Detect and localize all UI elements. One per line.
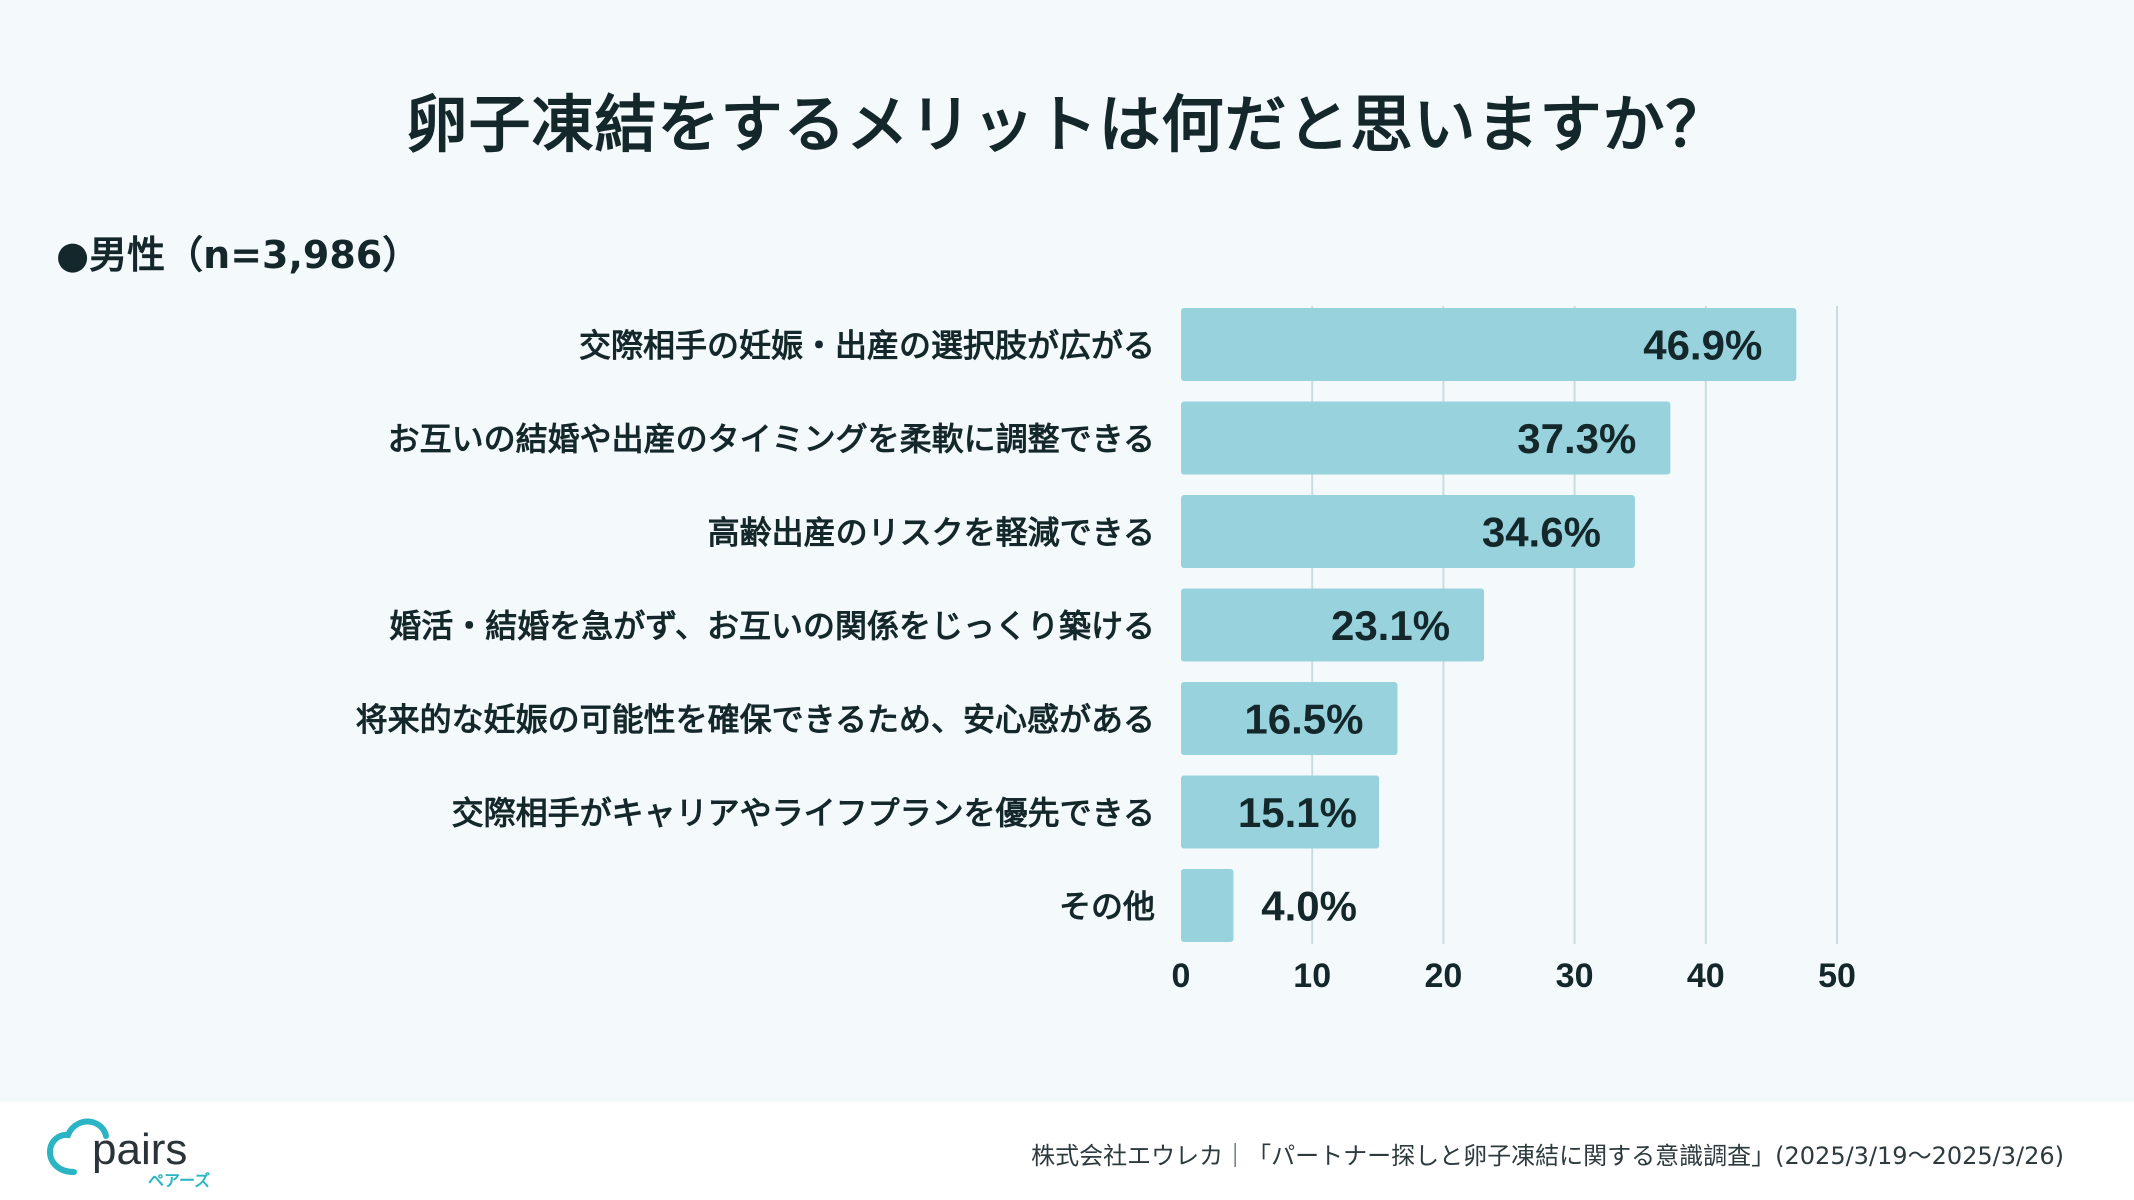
category-label: 婚活・結婚を急がず、お互いの関係をじっくり築ける [389, 607, 1155, 645]
bar [1181, 588, 1485, 662]
bar [1181, 495, 1635, 568]
logo-subtext: ペアーズ [148, 1171, 210, 1190]
cloud-icon [46, 1118, 109, 1175]
category-label: お互いの結婚や出産のタイミングを柔軟に調整できる [388, 420, 1155, 458]
category-label: その他 [1059, 888, 1155, 926]
category-label: 交際相手の妊娠・出産の選択肢が広がる [579, 327, 1155, 365]
category-label: 交際相手がキャリアやライフプランを優先できる [452, 794, 1155, 832]
x-tick-label: 10 [1293, 957, 1331, 995]
category-labels: 交際相手の妊娠・出産の選択肢が広がるお互いの結婚や出産のタイミングを柔軟に調整で… [356, 327, 1155, 926]
bar [1181, 308, 1797, 381]
x-tick-label: 50 [1818, 957, 1856, 995]
bar [1181, 682, 1398, 755]
x-tick-label: 30 [1556, 957, 1594, 995]
bar [1181, 401, 1671, 475]
bar [1181, 869, 1234, 942]
chart-panel [0, 0, 2134, 1102]
bar-chart: 交際相手の妊娠・出産の選択肢が広がるお互いの結婚や出産のタイミングを柔軟に調整で… [356, 306, 1856, 995]
value-label: 23.1% [1331, 602, 1450, 649]
logo-text: pairs [92, 1125, 187, 1174]
value-label: 16.5% [1244, 696, 1363, 743]
bars [1181, 308, 1797, 942]
value-label: 4.0% [1261, 883, 1357, 930]
x-tick-label: 0 [1172, 957, 1191, 995]
source-citation: 株式会社エウレカ｜「パートナー探しと卵子凍結に関する意識調査」(2025/3/1… [1031, 1142, 2064, 1170]
pairs-logo: pairs ペアーズ [46, 1118, 210, 1190]
x-axis: 0 10 20 30 40 50 [1172, 957, 1856, 995]
x-tick-label: 20 [1424, 957, 1462, 995]
category-label: 高齢出産のリスクを軽減できる [708, 514, 1155, 552]
value-label: 34.6% [1482, 509, 1601, 556]
value-label: 46.9% [1643, 322, 1762, 369]
bar [1181, 775, 1380, 849]
category-label: 将来的な妊娠の可能性を確保できるため、安心感がある [356, 701, 1155, 739]
value-label: 37.3% [1517, 415, 1636, 462]
segment-label: ●男性（n=3,986） [56, 233, 421, 277]
x-tick-label: 40 [1687, 957, 1725, 995]
page-title: 卵子凍結をするメリットは何だと思いますか？ [405, 88, 1729, 161]
value-label: 15.1% [1238, 789, 1357, 836]
value-labels: 46.9%37.3% 34.6% 23.1% 16.5% 15.1% 4.0% [1238, 322, 1762, 930]
